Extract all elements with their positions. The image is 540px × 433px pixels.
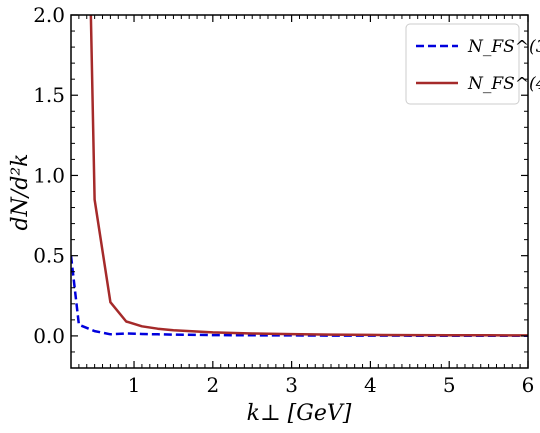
legend-label-n3: N_FS^(3)	[467, 37, 540, 57]
legend: N_FS^(3) N_FS^(4)	[405, 23, 540, 105]
legend-label-n4: N_FS^(4)	[467, 74, 540, 94]
series-layer	[71, 15, 528, 337]
y-tick-label-4: 2.0	[33, 3, 65, 27]
x-tick-label-3: 4	[364, 373, 377, 397]
y-tick-label-3: 1.5	[33, 83, 65, 107]
y-tick-label-1: 0.5	[33, 244, 65, 268]
x-axis-label: k⊥ [GeV]	[247, 401, 352, 426]
y-tick-label-2: 1.0	[33, 163, 65, 187]
y-tick-label-0: 0.0	[33, 324, 65, 348]
ticks-layer: 1 2 3 4 5 6 0.0 0.5 1.0 1.5 2.0	[33, 3, 534, 397]
x-tick-label-1: 2	[206, 373, 219, 397]
x-tick-label-2: 3	[285, 373, 298, 397]
x-tick-label-5: 6	[522, 373, 535, 397]
y-axis-label: dN/d²k	[8, 154, 33, 231]
x-tick-label-4: 5	[443, 373, 456, 397]
x-tick-label-0: 1	[128, 373, 141, 397]
series-line-1	[89, 15, 528, 337]
